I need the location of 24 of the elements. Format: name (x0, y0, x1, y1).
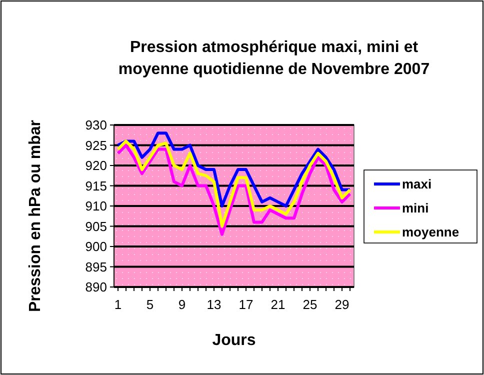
y-tick-label: 900 (85, 239, 107, 254)
y-tick-label: 930 (85, 118, 107, 133)
x-axis-title: Jours (212, 332, 256, 349)
x-tick-label: 25 (302, 297, 318, 312)
legend-label: maxi (402, 176, 432, 192)
y-tick-label: 910 (85, 198, 107, 214)
x-tick-label: 1 (114, 297, 122, 312)
y-tick-label: 925 (85, 138, 107, 153)
x-tick-label: 17 (238, 297, 254, 312)
x-tick-label: 9 (178, 297, 186, 312)
legend-label: moyenne (402, 224, 460, 240)
line-series (116, 132, 352, 208)
x-tick-label: 21 (270, 297, 286, 312)
y-tick-label: 905 (85, 218, 107, 234)
x-tick-label: 13 (206, 297, 222, 312)
x-tick-label: 29 (334, 297, 350, 312)
legend-label: mini (402, 200, 429, 216)
y-tick-label: 895 (85, 259, 107, 274)
chart-title: Pression atmosphérique maxi, mini et moyenne quotidienne de Novembre 2007 (118, 39, 430, 78)
y-axis-title: Pression en hPa ou mbar (27, 120, 44, 312)
x-tick-label: 5 (146, 297, 154, 312)
y-tick-label: 920 (85, 158, 107, 174)
y-tick-label: 890 (85, 280, 107, 295)
y-tick-label: 915 (85, 178, 107, 194)
